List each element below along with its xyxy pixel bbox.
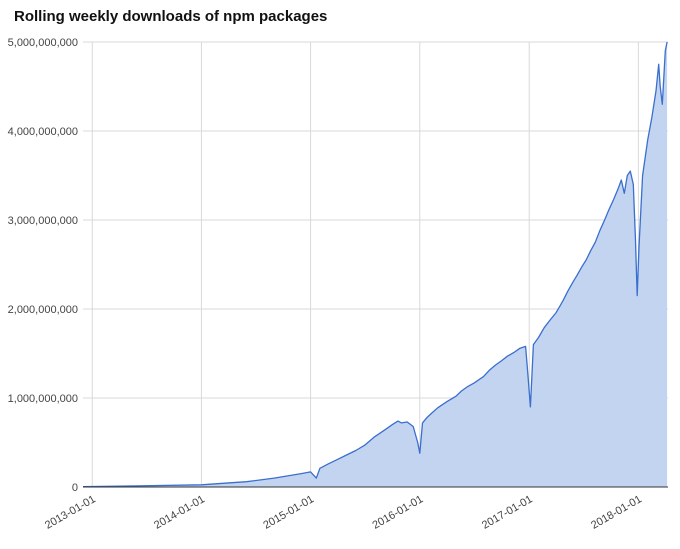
x-tick-label: 2016-01-01 — [371, 493, 426, 532]
y-tick-label: 1,000,000,000 — [8, 393, 78, 405]
y-tick-label: 5,000,000,000 — [8, 37, 78, 49]
x-tick-label: 2013-01-01 — [43, 493, 98, 532]
x-tick-label: 2017-01-01 — [480, 493, 535, 532]
x-tick-label: 2014-01-01 — [152, 493, 207, 532]
x-axis-ticks: 2013-01-01 2014-01-01 2015-01-01 2016-01-01… — [43, 493, 644, 532]
y-tick-label: 4,000,000,000 — [8, 126, 78, 138]
x-tick-label: 2015-01-01 — [261, 493, 316, 532]
series-fill — [83, 42, 668, 487]
y-tick-label: 3,000,000,000 — [8, 215, 78, 227]
y-axis-ticks: 0 1,000,000,000 2,000,000,000 3,000,000,000… — [8, 37, 78, 494]
y-tick-label: 0 — [72, 482, 78, 494]
series-area — [82, 41, 668, 488]
x-tick-label: 2018-01-01 — [589, 493, 644, 532]
series-line — [82, 41, 668, 488]
y-tick-label: 2,000,000,000 — [8, 304, 78, 316]
chart-title: Rolling weekly downloads of npm packages — [14, 8, 328, 25]
